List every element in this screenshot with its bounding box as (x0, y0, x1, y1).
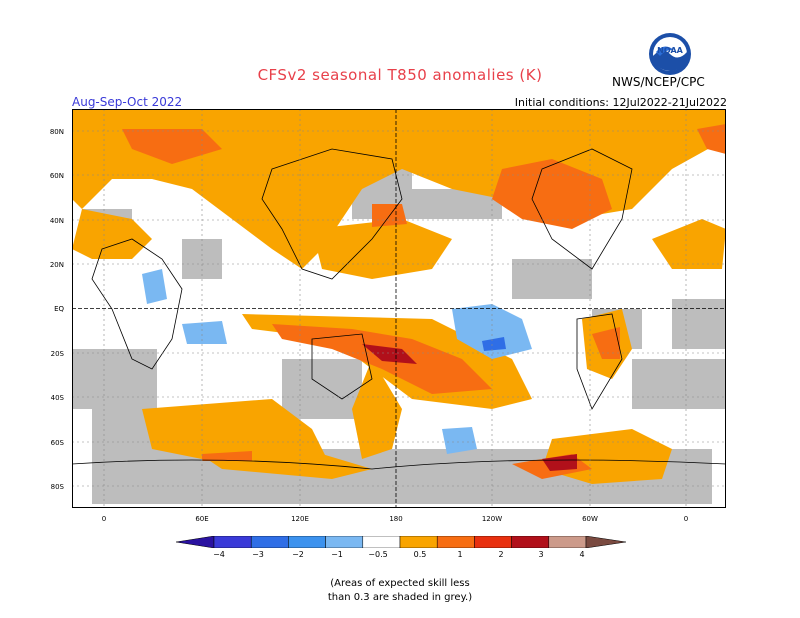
colorbar-tick: −4 (213, 550, 225, 559)
lon-label: 60E (195, 515, 209, 523)
skill-footnote: (Areas of expected skill less than 0.3 a… (0, 577, 800, 605)
lon-label: 60W (582, 515, 598, 523)
grid-lines (72, 109, 726, 508)
noaa-logo-icon: NOAA (649, 33, 691, 75)
colorbar-end-low (176, 536, 215, 548)
season-label: Aug-Sep-Oct 2022 (72, 95, 183, 109)
low-skill-areas (72, 119, 726, 504)
colorbar-swatch (399, 536, 438, 548)
colorbar-tick: −1 (331, 550, 343, 559)
colorbar-tick: 3 (538, 550, 544, 559)
lat-label: EQ (54, 305, 64, 313)
initial-conditions: Initial conditions: 12Jul2022-21Jul2022 (514, 96, 727, 109)
colorbar-tick: −3 (252, 550, 264, 559)
colorbar-tick: −2 (292, 550, 304, 559)
colorbar-swatch (511, 536, 550, 548)
cold-anomaly-areas (142, 269, 532, 454)
colorbar-swatch (548, 536, 587, 548)
lon-label: 120E (291, 515, 309, 523)
lat-label: 80S (50, 483, 64, 491)
colorbar-tick: 1 (457, 550, 463, 559)
lat-label: 20S (50, 350, 64, 358)
coastlines (72, 148, 726, 470)
lat-label: 20N (49, 261, 64, 269)
lat-label: 40N (49, 217, 64, 225)
chart-title: CFSv2 seasonal T850 anomalies (K) (257, 66, 543, 84)
lon-label: 180 (389, 515, 403, 523)
lat-label: 60N (49, 172, 64, 180)
colorbar-swatch (288, 536, 326, 548)
footnote-line: than 0.3 are shaded in grey.) (327, 592, 473, 603)
lon-label: 0 (101, 515, 107, 523)
anomaly-map (72, 109, 726, 508)
very-strong-warm-areas (362, 344, 577, 471)
colorbar-end-high (585, 536, 626, 548)
lat-label: 40S (50, 394, 64, 402)
agency-label: NWS/NCEP/CPC (612, 75, 705, 89)
colorbar-tick: −0.5 (368, 550, 388, 559)
logo-text: NOAA (657, 46, 683, 55)
colorbar-swatch (362, 536, 401, 548)
colorbar-tick: 2 (498, 550, 504, 559)
footnote-line: (Areas of expected skill less (330, 578, 470, 589)
cold-core-area (482, 337, 506, 351)
colorbar-swatch (474, 536, 512, 548)
colorbar-tick: 4 (579, 550, 585, 559)
colorbar (176, 536, 626, 548)
colorbar-swatch (250, 536, 289, 548)
colorbar-swatch (436, 536, 475, 548)
lon-label: 0 (683, 515, 689, 523)
lat-label: 60S (50, 439, 64, 447)
lon-label: 120W (481, 515, 503, 523)
colorbar-tick: 0.5 (413, 550, 427, 559)
colorbar-swatch (213, 536, 252, 548)
lat-label: 80N (49, 128, 64, 136)
colorbar-swatch (325, 536, 364, 548)
